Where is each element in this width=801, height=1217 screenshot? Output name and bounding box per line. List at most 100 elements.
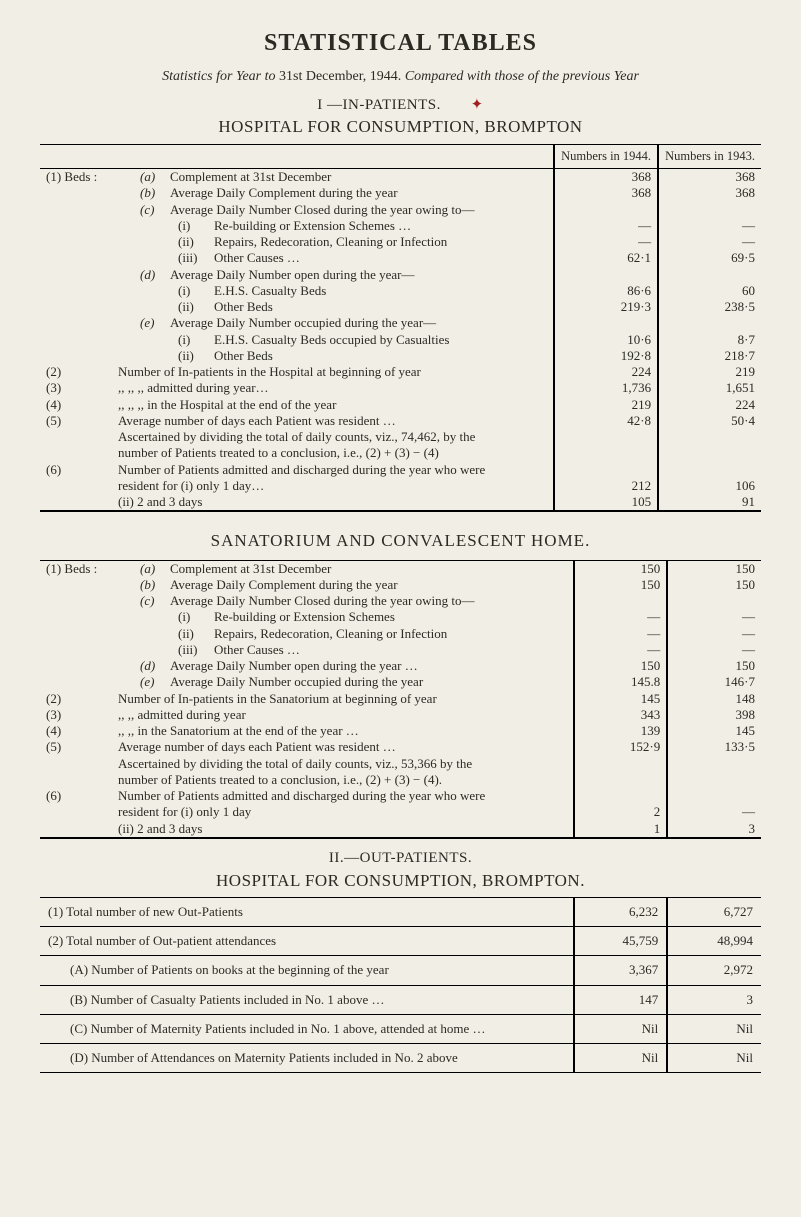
- table-cell-1943: 8·7: [658, 332, 761, 348]
- section-1-title: HOSPITAL FOR CONSUMPTION, BROMPTON: [40, 116, 761, 137]
- out-row-desc: (C) Number of Maternity Patients include…: [40, 1014, 574, 1043]
- table-row-desc: (ii)Other Beds: [40, 299, 554, 315]
- out-cell-1943: Nil: [667, 1014, 761, 1043]
- out-cell-1944: 3,367: [574, 956, 668, 985]
- table-cell-1944: 86·6: [554, 283, 658, 299]
- section-1-label: I —IN-PATIENTS.: [317, 97, 441, 113]
- table-cell-1944: 152·9: [574, 739, 668, 755]
- table-row-desc: Ascertained by dividing the total of dai…: [40, 756, 574, 772]
- table-outpatients: (1) Total number of new Out-Patients6,23…: [40, 897, 761, 1074]
- table-cell-1944: [574, 593, 668, 609]
- table-cell-1944: 192·8: [554, 348, 658, 364]
- out-cell-1944: 45,759: [574, 927, 668, 956]
- table-cell-1944: 224: [554, 364, 658, 380]
- table-cell-1943: [658, 315, 761, 331]
- table-row-desc: (b)Average Daily Complement during the y…: [40, 185, 554, 201]
- table-cell-1943: 3: [667, 821, 761, 838]
- table-row-desc: (1) Beds :(a)Complement at 31st December: [40, 561, 574, 577]
- table-cell-1943: 368: [658, 185, 761, 201]
- table-row-desc: (1) Beds :(a)Complement at 31st December: [40, 169, 554, 186]
- table-row-desc: (i)Re-building or Extension Schemes: [40, 609, 574, 625]
- table-cell-1943: 150: [667, 561, 761, 577]
- table-cell-1943: [658, 429, 761, 445]
- table-cell-1943: —: [658, 234, 761, 250]
- table-row-desc: Ascertained by dividing the total of dai…: [40, 429, 554, 445]
- col-header-1943: Numbers in 1943.: [658, 144, 761, 169]
- table-inpatients: Numbers in 1944. Numbers in 1943. (1) Be…: [40, 144, 761, 513]
- table-cell-1944: —: [554, 218, 658, 234]
- section-1-number: I —IN-PATIENTS. ✦: [40, 96, 761, 115]
- table-row-desc: (c)Average Daily Number Closed during th…: [40, 593, 574, 609]
- table-cell-1944: 139: [574, 723, 668, 739]
- table-cell-1944: 150: [574, 561, 668, 577]
- table-cell-1943: [667, 772, 761, 788]
- table-cell-1944: 343: [574, 707, 668, 723]
- col-header-1944: Numbers in 1944.: [554, 144, 658, 169]
- table-row-desc: (6)Number of Patients admitted and disch…: [40, 462, 554, 478]
- table-cell-1943: 238·5: [658, 299, 761, 315]
- out-cell-1943: 48,994: [667, 927, 761, 956]
- table-cell-1944: 150: [574, 658, 668, 674]
- table-row-desc: (i)E.H.S. Casualty Beds occupied by Casu…: [40, 332, 554, 348]
- table-cell-1944: —: [574, 642, 668, 658]
- table-cell-1943: [658, 202, 761, 218]
- table-cell-1943: 150: [667, 658, 761, 674]
- table-cell-1943: 150: [667, 577, 761, 593]
- table-cell-1944: 368: [554, 169, 658, 186]
- table-header-blank: [40, 144, 554, 169]
- subtitle-pre: Statistics for Year to: [162, 69, 279, 84]
- table-row-desc: (ii)Repairs, Redecoration, Cleaning or I…: [40, 234, 554, 250]
- table-cell-1943: —: [658, 218, 761, 234]
- table-cell-1944: 10·6: [554, 332, 658, 348]
- sanatorium-title: SANATORIUM AND CONVALESCENT HOME.: [40, 530, 761, 551]
- table-cell-1944: 219·3: [554, 299, 658, 315]
- table-cell-1944: 150: [574, 577, 668, 593]
- table-cell-1944: 212: [554, 478, 658, 494]
- table-cell-1944: 219: [554, 397, 658, 413]
- table-row-desc: (ii)Repairs, Redecoration, Cleaning or I…: [40, 626, 574, 642]
- out-cell-1943: Nil: [667, 1044, 761, 1073]
- table-cell-1943: [667, 756, 761, 772]
- page-title: STATISTICAL TABLES: [40, 28, 761, 58]
- table-cell-1943: 50·4: [658, 413, 761, 429]
- table-cell-1944: 368: [554, 185, 658, 201]
- out-row-desc: (D) Number of Attendances on Maternity P…: [40, 1044, 574, 1073]
- table-cell-1943: [658, 462, 761, 478]
- table-row-desc: (5)Average number of days each Patient w…: [40, 739, 574, 755]
- table-cell-1944: 145.8: [574, 674, 668, 690]
- table-cell-1944: 105: [554, 494, 658, 511]
- table-row-desc: (2)Number of In-patients in the Hospital…: [40, 364, 554, 380]
- subtitle: Statistics for Year to 31st December, 19…: [40, 68, 761, 86]
- out-cell-1944: 147: [574, 985, 668, 1014]
- table-row-desc: (iii)Other Causes …: [40, 250, 554, 266]
- table-cell-1943: 145: [667, 723, 761, 739]
- table-cell-1944: 42·8: [554, 413, 658, 429]
- table-cell-1944: 145: [574, 691, 668, 707]
- table-row-desc: (2)Number of In-patients in the Sanatori…: [40, 691, 574, 707]
- out-cell-1943: 6,727: [667, 897, 761, 926]
- table-row-desc: (i)Re-building or Extension Schemes …: [40, 218, 554, 234]
- out-row-desc: (2) Total number of Out-patient attendan…: [40, 927, 574, 956]
- section-2-number: II.—OUT-PATIENTS.: [40, 849, 761, 868]
- table-cell-1944: [554, 315, 658, 331]
- table-cell-1943: 219: [658, 364, 761, 380]
- table-cell-1944: 1: [574, 821, 668, 838]
- table-cell-1944: [554, 202, 658, 218]
- table-cell-1944: 62·1: [554, 250, 658, 266]
- table-cell-1943: [667, 593, 761, 609]
- dagger-icon: ✦: [471, 97, 484, 113]
- table-row-desc: (ii) 2 and 3 days: [40, 494, 554, 511]
- out-row-desc: (A) Number of Patients on books at the b…: [40, 956, 574, 985]
- out-cell-1944: Nil: [574, 1044, 668, 1073]
- table-cell-1944: —: [574, 626, 668, 642]
- table-cell-1943: 69·5: [658, 250, 761, 266]
- table-sanatorium: (1) Beds :(a)Complement at 31st December…: [40, 560, 761, 839]
- out-cell-1944: Nil: [574, 1014, 668, 1043]
- table-cell-1944: [554, 445, 658, 461]
- table-row-desc: (5)Average number of days each Patient w…: [40, 413, 554, 429]
- table-cell-1943: 133·5: [667, 739, 761, 755]
- out-cell-1943: 3: [667, 985, 761, 1014]
- table-cell-1943: [667, 788, 761, 804]
- table-row-desc: (6)Number of Patients admitted and disch…: [40, 788, 574, 804]
- table-row-desc: number of Patients treated to a conclusi…: [40, 445, 554, 461]
